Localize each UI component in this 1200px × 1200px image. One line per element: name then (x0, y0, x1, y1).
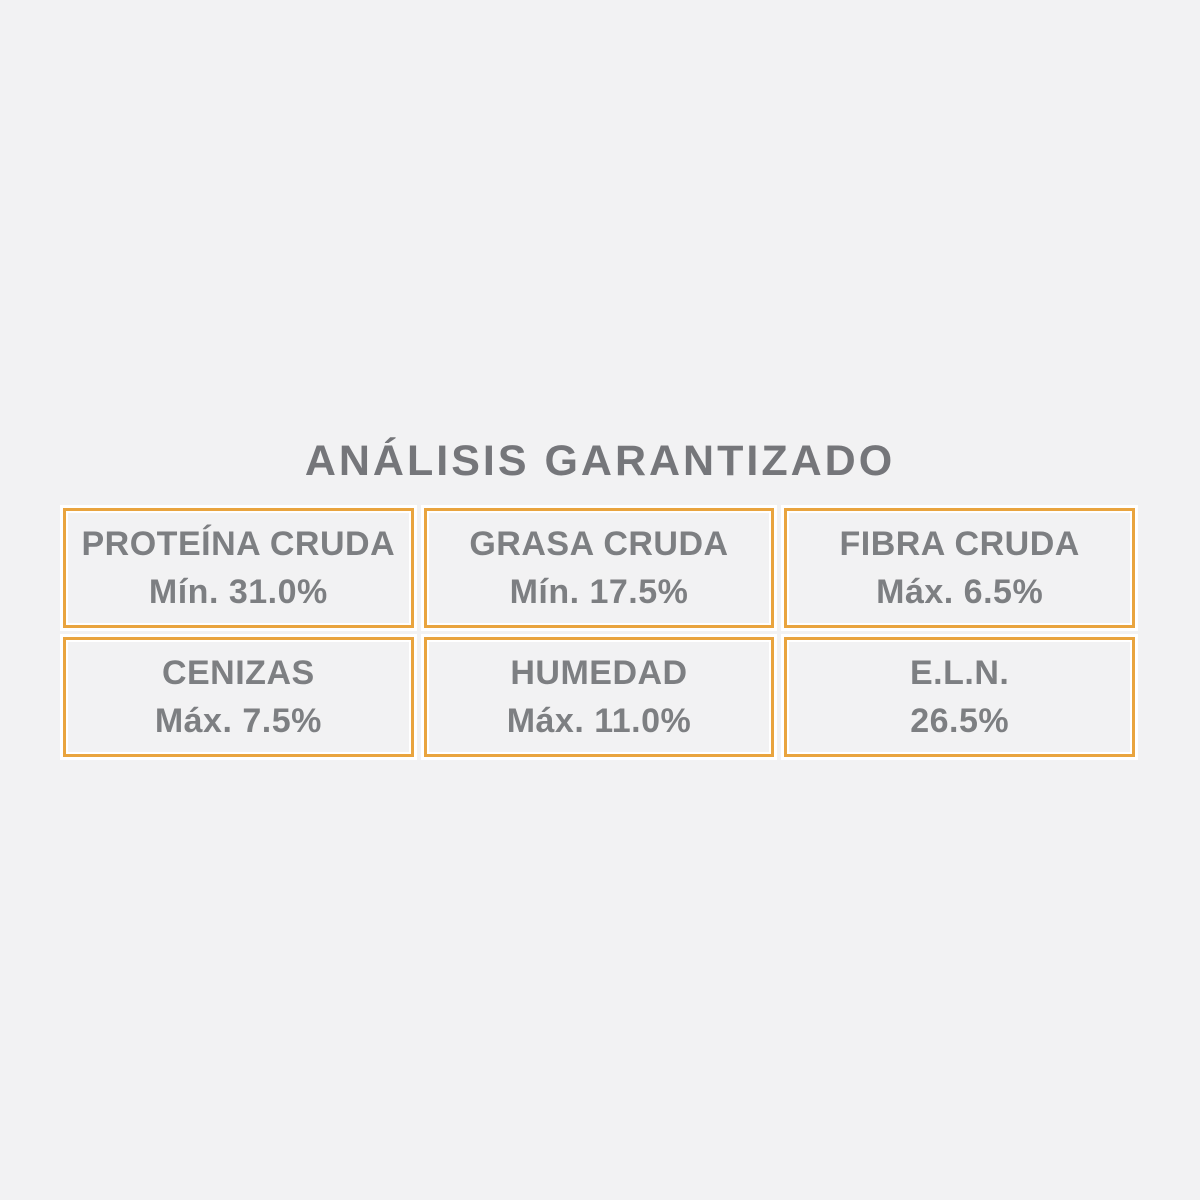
analysis-cell-grasa-cruda: GRASA CRUDA Mín. 17.5% (423, 508, 775, 628)
nutrient-label: E.L.N. (909, 654, 1010, 692)
nutrient-value: 26.5% (910, 702, 1010, 740)
nutrient-value: Máx. 7.5% (154, 702, 322, 740)
analysis-cell-fibra-cruda: FIBRA CRUDA Máx. 6.5% (784, 508, 1135, 628)
nutrient-label: GRASA CRUDA (469, 525, 729, 563)
nutrient-value: Mín. 17.5% (509, 573, 689, 611)
nutrient-value: Máx. 6.5% (876, 573, 1044, 611)
analysis-grid: PROTEÍNA CRUDA Mín. 31.0% GRASA CRUDA Mí… (63, 508, 1135, 757)
nutrient-label: HUMEDAD (510, 654, 688, 692)
nutrient-value: Mín. 31.0% (148, 573, 328, 611)
nutrient-label: PROTEÍNA CRUDA (81, 525, 396, 563)
page-title: ANÁLISIS GARANTIZADO (304, 437, 896, 485)
analysis-cell-eln: E.L.N. 26.5% (784, 637, 1135, 757)
nutrient-value: Máx. 11.0% (506, 702, 692, 740)
analysis-cell-humedad: HUMEDAD Máx. 11.0% (423, 637, 775, 757)
nutrient-label: CENIZAS (161, 654, 315, 692)
analysis-cell-proteina-cruda: PROTEÍNA CRUDA Mín. 31.0% (63, 508, 414, 628)
analysis-cell-cenizas: CENIZAS Máx. 7.5% (63, 637, 414, 757)
nutrient-label: FIBRA CRUDA (839, 525, 1080, 563)
